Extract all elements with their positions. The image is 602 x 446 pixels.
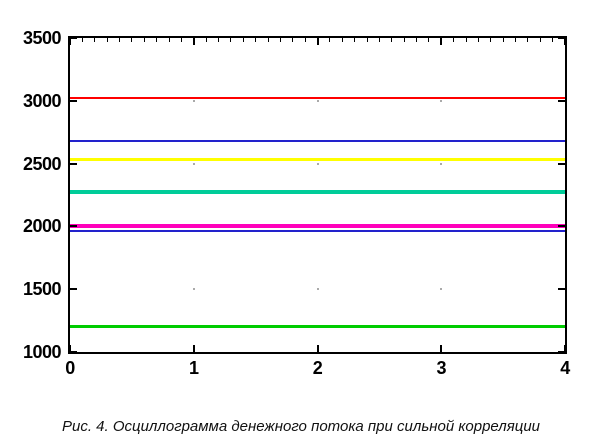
x-tick-label: 3 — [436, 358, 446, 378]
x-tick-top — [70, 38, 71, 45]
series-line-flow-green — [70, 325, 565, 329]
x-tick-label: 2 — [312, 358, 323, 378]
series-line-flow-blue — [70, 139, 565, 142]
x-tick-top — [440, 38, 443, 45]
y-tick-left — [70, 162, 77, 165]
x-minor-tick — [490, 38, 492, 42]
y-tick-label: 2000 — [22, 216, 62, 237]
figure-caption: Рис. 4. Осциллограмма денежного потока п… — [61, 418, 541, 435]
series-line-flow-teal — [70, 190, 565, 195]
grid-dot — [440, 162, 443, 165]
x-minor-tick — [465, 38, 467, 42]
x-minor-tick — [230, 38, 232, 42]
x-minor-tick — [205, 38, 207, 42]
grid-dot — [192, 162, 195, 165]
y-tick-right — [558, 162, 565, 165]
y-tick-left — [70, 288, 77, 291]
x-minor-tick — [218, 38, 219, 42]
x-minor-tick — [378, 38, 380, 42]
x-tick-label: 1 — [188, 358, 199, 378]
x-minor-tick — [143, 38, 145, 42]
x-minor-tick — [527, 38, 529, 42]
y-tick-right — [558, 225, 565, 228]
y-tick-right — [558, 99, 565, 102]
x-tick-top — [316, 38, 319, 45]
series-line-flow-magenta — [70, 223, 565, 228]
x-minor-tick — [292, 38, 294, 42]
x-minor-tick — [391, 38, 393, 42]
x-minor-tick — [156, 38, 158, 42]
x-minor-tick — [477, 38, 479, 42]
x-minor-tick — [453, 38, 455, 42]
y-tick-right — [558, 38, 565, 39]
grid-dot — [316, 162, 319, 165]
plot-area — [68, 36, 567, 354]
x-tick-bottom — [192, 345, 195, 352]
x-minor-tick — [366, 38, 368, 42]
y-tick-label: 3000 — [22, 90, 62, 111]
series-line-flow-yellow — [70, 158, 565, 162]
x-minor-tick — [552, 38, 554, 42]
x-minor-tick — [416, 38, 417, 42]
x-minor-tick — [539, 38, 541, 42]
x-minor-tick — [168, 38, 170, 42]
x-minor-tick — [428, 38, 430, 42]
x-minor-tick — [341, 38, 343, 42]
x-tick-bottom — [316, 345, 319, 352]
x-tick-bottom — [564, 345, 565, 352]
grid-dot — [440, 99, 443, 102]
x-tick-top — [192, 38, 195, 45]
y-tick-right — [558, 351, 565, 352]
x-tick-label: 0 — [65, 358, 75, 378]
x-tick-bottom — [70, 345, 71, 352]
series-line-flow-navy — [70, 230, 565, 233]
x-minor-tick — [403, 38, 405, 42]
x-minor-tick — [242, 38, 244, 42]
grid-dot — [316, 99, 319, 102]
x-minor-tick — [304, 38, 306, 42]
y-tick-label: 3500 — [22, 28, 62, 48]
x-minor-tick — [515, 38, 516, 42]
x-tick-label: 4 — [560, 358, 570, 378]
x-minor-tick — [279, 38, 281, 42]
y-tick-right — [558, 288, 565, 291]
x-minor-tick — [119, 38, 120, 42]
series-line-flow-red — [70, 97, 565, 100]
y-tick-left — [70, 351, 77, 352]
y-tick-label: 1000 — [22, 342, 62, 362]
x-minor-tick — [329, 38, 331, 42]
x-tick-bottom — [440, 345, 443, 352]
y-tick-left — [70, 99, 77, 102]
x-minor-tick — [502, 38, 504, 42]
grid-dot — [440, 288, 443, 291]
grid-dot — [192, 288, 195, 291]
x-minor-tick — [267, 38, 269, 42]
x-minor-tick — [94, 38, 96, 42]
x-minor-tick — [354, 38, 356, 42]
x-tick-top — [564, 38, 565, 45]
y-tick-left — [70, 225, 77, 228]
grid-dot — [192, 99, 195, 102]
x-minor-tick — [81, 38, 83, 42]
x-minor-tick — [255, 38, 257, 42]
y-tick-label: 2500 — [22, 153, 62, 174]
grid-dot — [316, 288, 319, 291]
y-tick-label: 1500 — [22, 279, 62, 300]
x-minor-tick — [106, 38, 108, 42]
y-tick-left — [70, 38, 77, 39]
x-minor-tick — [131, 38, 133, 42]
x-minor-tick — [180, 38, 182, 42]
